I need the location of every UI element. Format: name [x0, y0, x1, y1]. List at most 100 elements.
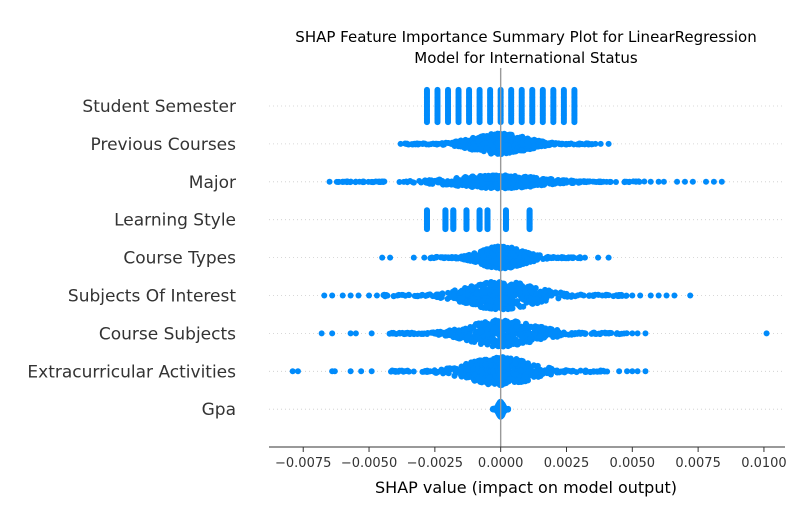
data-point: [568, 330, 575, 336]
data-point: [647, 178, 654, 185]
data-point: [598, 368, 605, 375]
data-point: [629, 330, 636, 337]
data-point: [493, 256, 500, 263]
feature-label: Previous Courses: [91, 135, 237, 155]
x-tick-label: 0.0075: [675, 456, 721, 471]
data-point: [423, 119, 430, 126]
data-point: [358, 368, 365, 375]
data-point: [483, 134, 490, 141]
x-tick-label: 0.0000: [478, 456, 524, 471]
data-point: [467, 257, 474, 264]
data-point: [439, 140, 446, 147]
data-point: [555, 295, 562, 302]
data-point: [514, 318, 521, 325]
data-point: [402, 368, 409, 375]
data-point: [423, 226, 430, 233]
data-point: [464, 291, 471, 298]
data-point: [347, 292, 354, 299]
data-point: [407, 177, 414, 184]
data-point: [502, 146, 509, 153]
data-point: [486, 303, 493, 310]
data-point: [442, 330, 449, 337]
data-point: [489, 368, 496, 375]
data-point: [508, 119, 515, 126]
data-point: [552, 367, 559, 374]
data-point: [478, 328, 485, 335]
data-point: [434, 119, 441, 126]
data-point: [468, 359, 475, 366]
data-point: [355, 292, 362, 299]
data-point: [524, 137, 531, 144]
data-point: [464, 334, 471, 341]
feature-label: Gpa: [202, 400, 236, 420]
feature-row: [326, 172, 725, 192]
data-point: [508, 319, 515, 326]
data-point: [551, 328, 558, 335]
data-point: [485, 263, 492, 270]
data-point: [534, 335, 540, 342]
data-point: [595, 254, 602, 261]
data-point: [655, 178, 662, 185]
data-point: [463, 374, 470, 381]
data-point: [347, 368, 354, 375]
data-point: [565, 367, 572, 374]
data-point: [410, 368, 417, 375]
data-point: [600, 178, 607, 185]
data-point: [344, 178, 351, 185]
chart-title-line2: Model for International Status: [414, 49, 638, 67]
data-point: [488, 150, 495, 157]
data-point: [532, 284, 539, 291]
data-point: [498, 174, 505, 181]
data-point: [624, 368, 631, 375]
data-point: [647, 292, 654, 299]
feature-row: [318, 317, 770, 350]
data-point: [511, 148, 518, 155]
data-point: [616, 368, 623, 375]
data-point: [506, 376, 513, 383]
data-point: [469, 286, 476, 293]
data-point: [475, 375, 482, 382]
data-point: [492, 181, 499, 188]
data-point: [457, 289, 464, 296]
data-point: [526, 283, 533, 290]
data-point: [463, 365, 470, 372]
data-point: [435, 293, 442, 300]
data-point: [502, 226, 509, 233]
data-point: [763, 330, 770, 337]
data-point: [503, 324, 510, 331]
data-point: [476, 119, 483, 126]
data-point: [491, 406, 498, 413]
data-point: [629, 292, 636, 299]
data-point: [571, 119, 578, 126]
data-point: [655, 292, 662, 299]
data-point: [421, 254, 428, 261]
data-point: [524, 360, 531, 367]
data-point: [539, 370, 546, 377]
data-point: [366, 292, 373, 299]
data-point: [526, 335, 533, 342]
data-point: [561, 177, 568, 184]
data-point: [482, 140, 489, 147]
data-point: [426, 291, 433, 298]
data-point: [479, 180, 486, 187]
data-point: [663, 292, 670, 299]
data-point: [397, 140, 404, 147]
feature-row: [379, 243, 612, 272]
data-point: [460, 139, 467, 146]
x-tick-label: −0.0050: [341, 456, 397, 471]
data-point: [387, 254, 394, 261]
data-point: [368, 330, 375, 337]
data-point: [409, 141, 416, 148]
data-point: [379, 254, 386, 261]
data-point: [392, 368, 399, 375]
data-point: [326, 178, 333, 185]
data-points: [289, 86, 770, 420]
data-point: [526, 226, 533, 233]
data-point: [347, 330, 354, 337]
data-point: [603, 291, 610, 298]
data-point: [448, 330, 455, 337]
data-point: [590, 329, 597, 336]
data-point: [428, 177, 435, 184]
data-point: [480, 322, 487, 329]
data-point: [641, 178, 648, 185]
